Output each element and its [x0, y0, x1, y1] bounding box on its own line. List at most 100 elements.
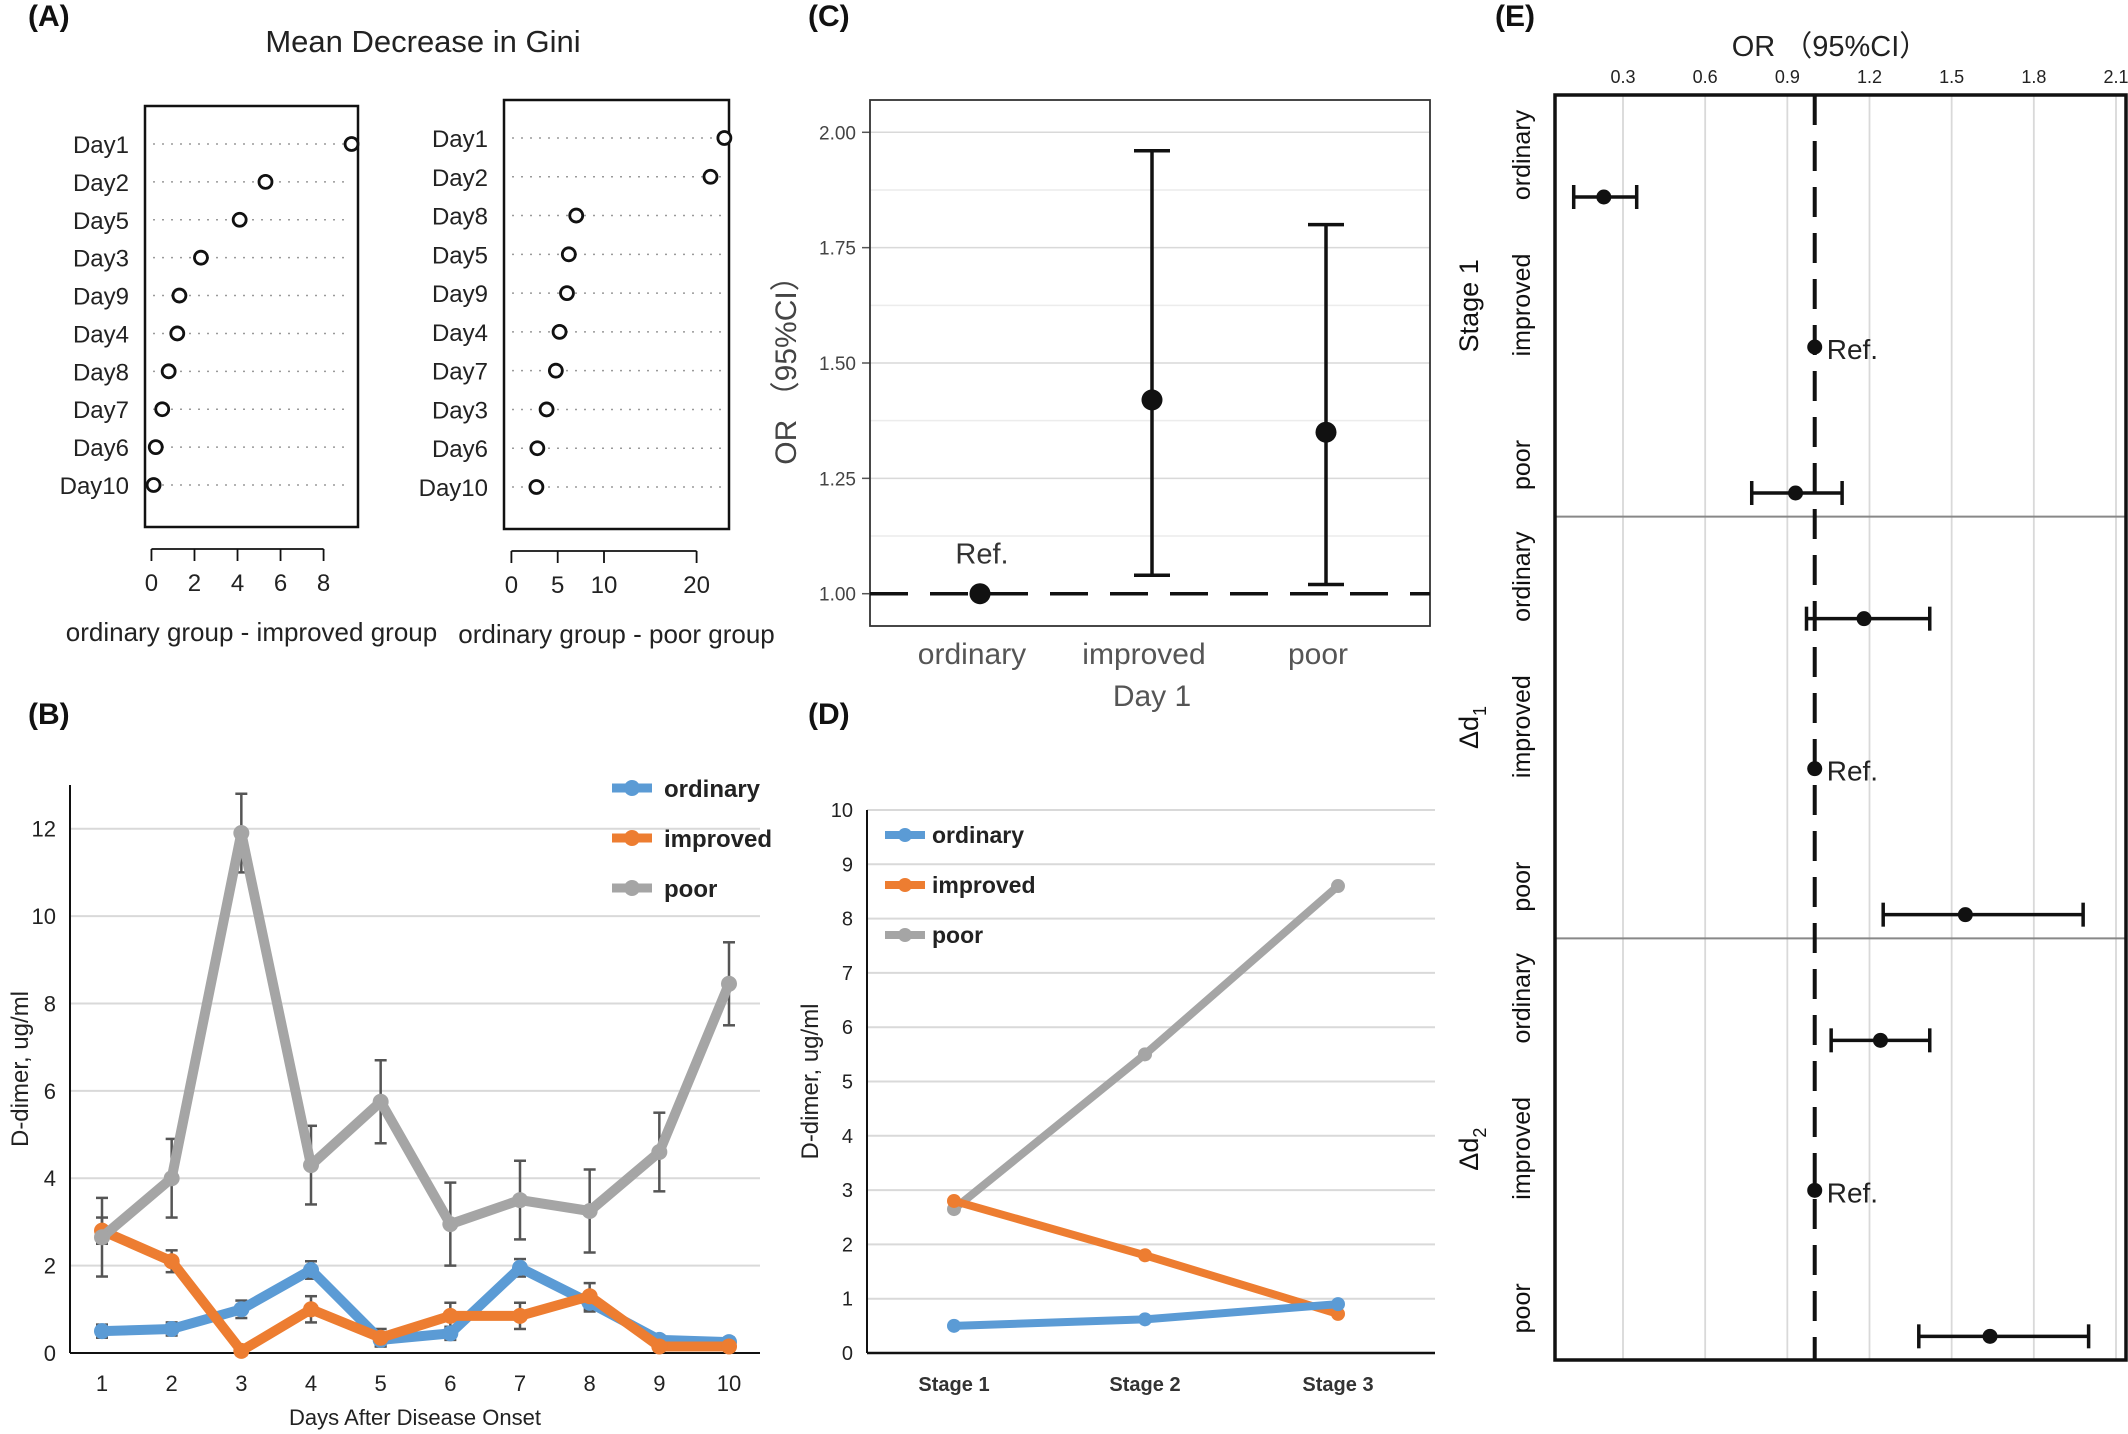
y-axis-label: D-dimer, ug/ml — [7, 991, 34, 1147]
group-label-subscript: 1 — [1470, 706, 1490, 716]
y-tick-label: 8 — [44, 991, 56, 1016]
series-line-improved — [99, 1226, 729, 1356]
data-point — [559, 285, 575, 302]
y-tick-label: 2 — [44, 1254, 56, 1279]
data-point — [551, 323, 568, 340]
legend-marker-improved — [898, 878, 912, 892]
row-label: Day6 — [73, 435, 129, 462]
data-point — [568, 207, 585, 224]
or-point — [1872, 1032, 1888, 1048]
row-label: Day8 — [432, 204, 488, 231]
x-tick-label: 1.5 — [1939, 67, 1964, 87]
data-point — [145, 477, 162, 493]
y-tick-label: 6 — [44, 1079, 56, 1104]
data-point — [538, 401, 555, 418]
data-point-ordinary — [512, 1259, 528, 1276]
row-label: Day1 — [432, 126, 488, 153]
group-label: Stage 1 — [1454, 259, 1484, 352]
y-tick-label: 4 — [842, 1126, 853, 1148]
row-label: improved — [1508, 254, 1536, 357]
data-point-improved — [512, 1307, 528, 1324]
y-tick-label: 2 — [842, 1234, 853, 1256]
data-point-poor — [651, 1144, 668, 1161]
or-point — [1807, 761, 1823, 777]
x-tick-label: 10 — [591, 572, 618, 599]
data-point — [231, 211, 248, 228]
x-tick-label: Stage 1 — [918, 1374, 989, 1396]
group-label-text: Δd — [1454, 1138, 1484, 1171]
row-label: poor — [1508, 1283, 1536, 1333]
group-label-text: Stage 1 — [1454, 259, 1484, 352]
y-tick-label: 6 — [842, 1017, 853, 1039]
y-tick-label: 1.00 — [819, 585, 856, 606]
data-point — [702, 168, 719, 185]
data-point-ordinary — [1138, 1312, 1152, 1327]
x-tick-label: Stage 3 — [1302, 1374, 1373, 1396]
data-point-ordinary — [442, 1325, 459, 1342]
or-point — [1788, 485, 1804, 501]
row-label: Day6 — [432, 436, 488, 463]
data-point-poor — [94, 1229, 110, 1246]
dotplot-a2: Day1 Day2 Day8 Day5 Day9 Day4 Day7 Day3 Day6 Day1… — [419, 98, 775, 649]
x-axis-label: Days After Disease Onset — [289, 1405, 541, 1430]
row-label: Day4 — [73, 321, 129, 348]
row-label: Day7 — [432, 359, 488, 386]
row-label: Day2 — [73, 170, 129, 197]
panel-c-chart: 1.00 1.25 1.50 1.75 2.00 Ref. ordinary improved… — [770, 99, 1431, 713]
or-point — [1982, 1328, 1998, 1344]
legend-label-improved: improved — [664, 826, 772, 853]
data-point-ordinary — [947, 1318, 961, 1333]
panel-b-label: (B) — [28, 698, 70, 731]
data-point — [257, 173, 274, 190]
data-point-ordinary — [94, 1323, 110, 1340]
data-point-improved — [651, 1338, 668, 1355]
data-point — [154, 401, 171, 418]
data-point-poor — [163, 1170, 180, 1187]
or-point — [1856, 611, 1872, 627]
or-point — [1141, 389, 1163, 411]
data-point-ordinary — [1331, 1297, 1345, 1312]
row-label: Day10 — [60, 473, 129, 500]
series-line-poor — [98, 828, 734, 1242]
data-point — [147, 439, 164, 456]
x-tick-label: 10 — [717, 1371, 741, 1396]
group-label-text: Δd — [1454, 716, 1484, 749]
x-tick-label: 0.6 — [1693, 67, 1718, 87]
legend-label-ordinary: ordinary — [664, 776, 761, 803]
row-label: Day5 — [73, 208, 129, 235]
plot-frame — [1553, 93, 2128, 1362]
data-point — [169, 325, 186, 342]
x-tick-label: 6 — [274, 570, 287, 597]
or-point — [1315, 421, 1337, 443]
row-label: Day9 — [432, 281, 488, 308]
data-point-poor — [372, 1093, 389, 1110]
data-point-improved — [303, 1301, 319, 1318]
x-axis-label: Day 1 — [1113, 680, 1191, 713]
ref-annotation: Ref. — [1827, 334, 1878, 365]
row-label: poor — [1508, 862, 1536, 912]
ref-annotation: Ref. — [955, 539, 1008, 571]
y-tick-label: 3 — [842, 1180, 853, 1202]
panel-d-chart: 0 1 2 3 4 5 6 7 8 9 10 Stage 1 Stage 2 Stage 3 D-dimer… — [797, 800, 1435, 1396]
y-tick-label: 9 — [842, 854, 853, 876]
data-point — [560, 246, 577, 263]
y-tick-label: 1.75 — [819, 239, 856, 260]
panel-a-chart: Mean Decrease in Gini Day1Day2Day5Day3Da… — [60, 24, 775, 649]
data-point-improved — [947, 1193, 961, 1208]
data-point — [343, 136, 360, 152]
data-point-poor — [721, 975, 737, 992]
row-label: Day4 — [432, 320, 488, 347]
data-point — [171, 287, 188, 304]
x-tick-label: ordinary — [918, 638, 1026, 671]
x-tick-label: 4 — [231, 570, 244, 597]
y-tick-label: 2.00 — [819, 123, 856, 144]
row-label: Day7 — [73, 397, 129, 424]
x-tick-label: 4 — [305, 1371, 317, 1396]
data-point — [547, 362, 564, 379]
x-tick-label: 0.9 — [1775, 67, 1800, 87]
x-tick-label: improved — [1082, 638, 1205, 671]
legend-marker-ordinary — [624, 780, 640, 796]
data-point — [193, 249, 209, 266]
y-tick-label: 10 — [32, 904, 56, 929]
